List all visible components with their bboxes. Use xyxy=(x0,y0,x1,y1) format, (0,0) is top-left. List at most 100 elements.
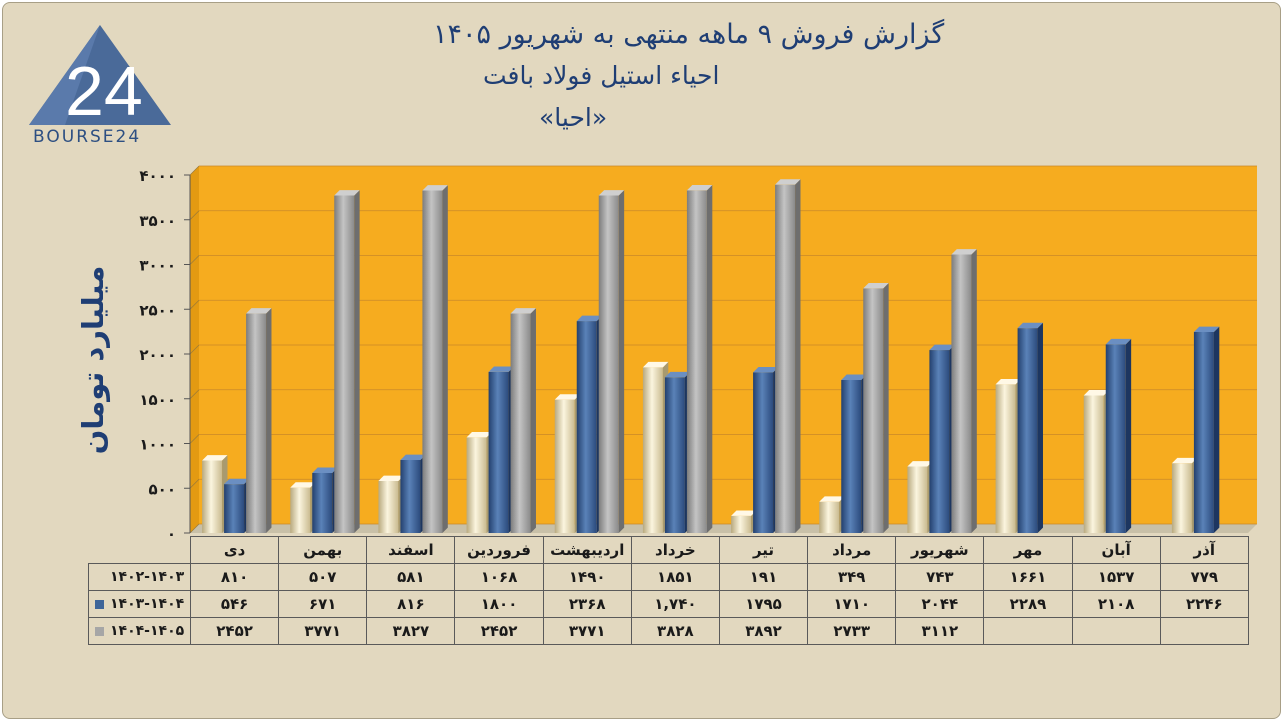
bar xyxy=(642,361,669,533)
bar xyxy=(598,190,625,534)
y-tick-label: ۲۵۰۰ xyxy=(139,301,176,319)
table-row: ۱۴۰۲-۱۴۰۳ ۸۱۰ ۵۰۷ ۵۸۱ ۱۰۶۸ ۱۴۹۰ ۱۸۵۱ ۱۹۱ ۳۴۹ ۷۴۳ ۱… xyxy=(88,563,1249,591)
bar xyxy=(1105,338,1132,533)
bar xyxy=(951,249,977,534)
x-tick-label: مهر xyxy=(983,536,1073,564)
data-label: ۲۰۴۴ xyxy=(895,590,985,618)
gridline xyxy=(189,300,200,310)
bar xyxy=(554,394,581,533)
table-row: ۱۴۰۴-۱۴۰۵ ۲۴۵۲ ۳۷۷۱ ۳۸۲۷ ۲۴۵۲ ۳۷۷۱ ۳۸۲۸ ۳۸۹۲ ۲۷۳… xyxy=(88,617,1249,645)
bar xyxy=(510,308,536,533)
bar xyxy=(422,185,448,533)
bar xyxy=(334,190,360,534)
data-label: ۱۷۱۰ xyxy=(807,590,897,618)
data-label: ۵۴۶ xyxy=(189,590,280,618)
data-label: ۲۱۰۸ xyxy=(1071,590,1161,618)
data-label: ۱,۷۴۰ xyxy=(630,590,720,618)
bar xyxy=(466,432,492,533)
logo-wordmark: BOURSE24 xyxy=(33,127,142,147)
data-label: ۳۷۷۱ xyxy=(278,617,368,645)
y-tick-label: ۱۰۰۰ xyxy=(139,436,176,454)
data-label: ۲۴۵۲ xyxy=(189,617,280,645)
bar xyxy=(488,366,514,533)
bar-chart: ۰ ۵۰۰ ۱۰۰۰ ۱۵۰۰ ۲۰۰۰ ۲۵۰۰ ۳۰۰۰ ۳۵۰۰ ۴۰۰۰ xyxy=(139,165,1257,543)
data-label: ۳۸۲۸ xyxy=(630,617,720,645)
legend-swatch-icon xyxy=(95,626,104,636)
data-label: ۲۲۸۹ xyxy=(983,590,1073,618)
bar xyxy=(378,475,404,533)
gridline xyxy=(189,479,200,489)
bar xyxy=(1083,390,1110,533)
x-tick-label: تیر xyxy=(718,536,809,564)
logo-mark: 24 xyxy=(65,52,143,130)
gridline xyxy=(189,255,200,265)
series-name: ۱۴۰۳-۱۴۰۴ xyxy=(88,590,191,618)
data-label: ۲۷۳۳ xyxy=(807,617,897,645)
bar xyxy=(1017,322,1043,533)
data-label: ۳۸۲۷ xyxy=(366,617,456,645)
data-label: ۶۷۱ xyxy=(278,590,368,618)
data-label: ۱۵۳۷ xyxy=(1071,563,1161,591)
series-name: ۱۴۰۲-۱۴۰۳ xyxy=(88,563,191,591)
bar xyxy=(686,184,713,534)
data-label: ۳۱۱۲ xyxy=(895,617,985,645)
gridline xyxy=(189,389,200,399)
x-tick-label: مرداد xyxy=(807,536,897,564)
plot-floor xyxy=(190,524,1257,533)
data-label: ۸۱۶ xyxy=(366,590,456,618)
y-tick-label: ۵۰۰ xyxy=(149,480,176,498)
bar xyxy=(312,467,338,533)
gridline xyxy=(189,165,200,176)
data-label: ۲۴۵۲ xyxy=(454,617,544,645)
data-label: ۱۷۹۵ xyxy=(718,590,809,618)
bar xyxy=(863,282,889,533)
gridline xyxy=(189,523,200,534)
data-label: ۱۰۶۸ xyxy=(454,563,544,591)
bar xyxy=(731,510,757,533)
gridline xyxy=(189,210,200,220)
data-label: ۳۷۷۱ xyxy=(542,617,632,645)
bar xyxy=(576,315,603,533)
bar xyxy=(246,308,272,533)
data-table: دی بهمن اسفند فروردین اردیبهشت خرداد تیر مرداد ش… xyxy=(88,536,1249,645)
y-tick-label: ۰ xyxy=(167,525,176,543)
data-label: ۲۲۴۶ xyxy=(1159,590,1249,618)
data-label: ۱۴۹۰ xyxy=(542,563,632,591)
chart-title: گزارش فروش ۹ ماهه منتهی به شهریور ۱۴۰۵ xyxy=(433,19,945,50)
bar xyxy=(202,455,228,533)
x-tick-label: اسفند xyxy=(366,536,456,564)
y-tick-label: ۱۵۰۰ xyxy=(139,391,176,409)
y-tick-label: ۳۵۰۰ xyxy=(139,212,176,230)
ticker-symbol: «احیا» xyxy=(539,103,608,132)
data-label: ۳۴۹ xyxy=(807,563,897,591)
data-label: ۵۸۱ xyxy=(366,563,456,591)
bar xyxy=(400,454,426,533)
series-name: ۱۴۰۴-۱۴۰۵ xyxy=(88,617,191,645)
y-tick-label: ۲۰۰۰ xyxy=(139,346,176,364)
data-label: ۸۱۰ xyxy=(189,563,280,591)
bar xyxy=(819,496,845,533)
data-label: ۱۹۱ xyxy=(718,563,809,591)
bar xyxy=(841,374,867,533)
bar xyxy=(907,461,933,533)
x-tick-label: فروردین xyxy=(454,536,544,564)
bar xyxy=(775,179,801,534)
bar xyxy=(290,482,316,533)
bar xyxy=(995,378,1021,533)
bar xyxy=(664,371,691,533)
x-tick-label: آذر xyxy=(1159,536,1249,564)
table-row: ۱۴۰۳-۱۴۰۴ ۵۴۶ ۶۷۱ ۸۱۶ ۱۸۰۰ ۲۳۶۸ ۱,۷۴۰ ۱۷۹۵ ۱۷۱۰ ۲… xyxy=(88,590,1249,618)
x-tick-label: اردیبهشت xyxy=(542,536,632,564)
bar xyxy=(753,366,779,533)
gridline xyxy=(189,434,200,444)
y-tick-label: ۴۰۰۰ xyxy=(139,167,176,185)
data-label: ۳۸۹۲ xyxy=(718,617,809,645)
x-tick-label: خرداد xyxy=(630,536,720,564)
x-tick-label: شهریور xyxy=(895,536,985,564)
bourse24-logo-icon: 24 xyxy=(29,25,171,130)
data-label: ۱۸۵۱ xyxy=(630,563,720,591)
data-label: ۷۷۹ xyxy=(1159,563,1249,591)
bar xyxy=(1193,326,1220,533)
legend-swatch-icon xyxy=(95,599,104,609)
